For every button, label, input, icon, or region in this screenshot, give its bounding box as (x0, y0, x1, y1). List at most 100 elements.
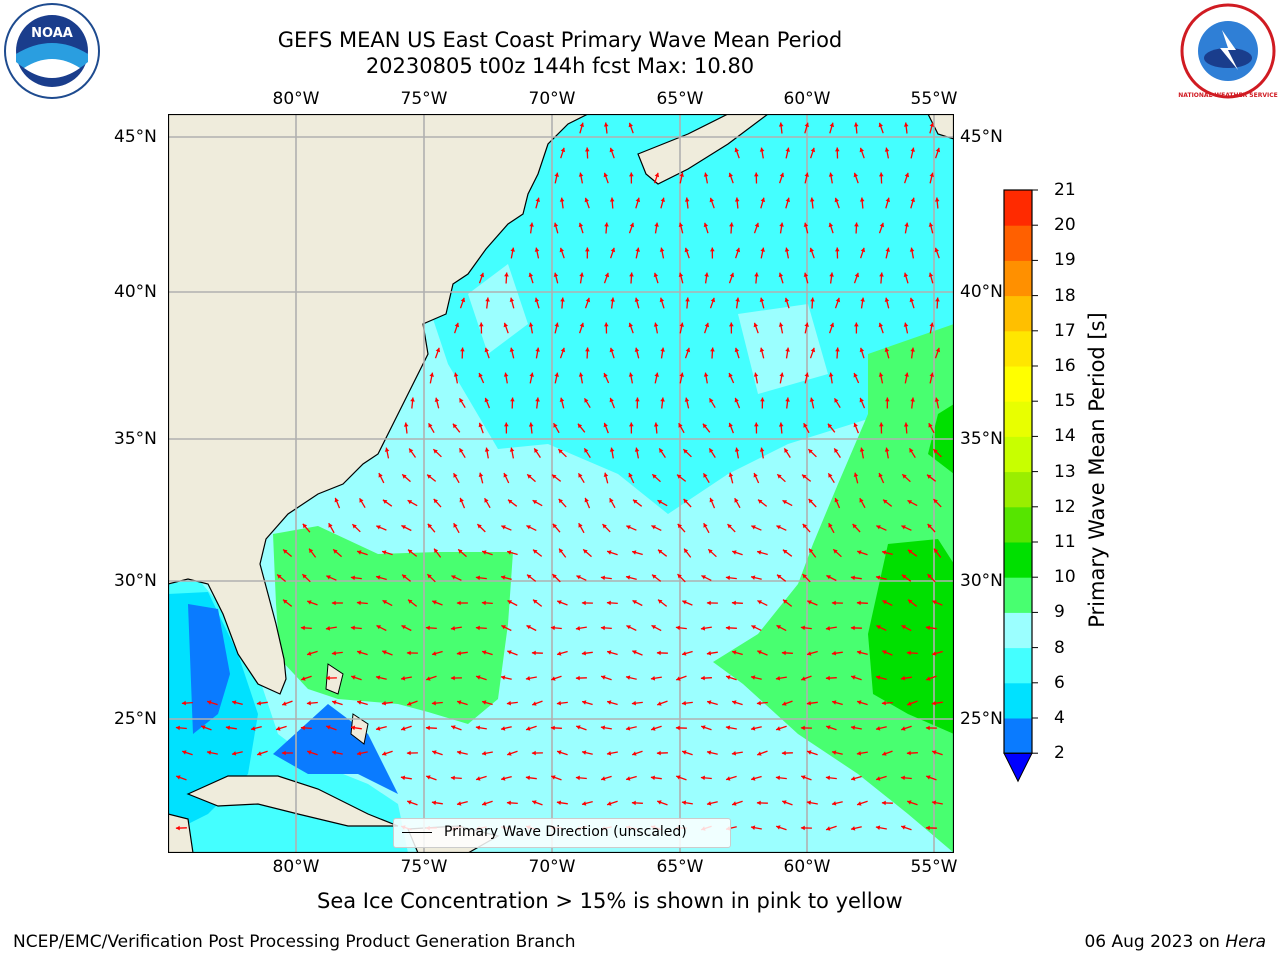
wave-arrow-head (900, 675, 906, 681)
wave-arrow-head (901, 525, 906, 530)
wave-arrow-head (476, 776, 481, 781)
wave-arrow-head (807, 651, 812, 656)
wave-arrow-head (704, 322, 710, 328)
wave-arrow-head (835, 297, 841, 303)
wave-arrow-head (257, 751, 262, 756)
wave-arrow-head (657, 701, 662, 706)
wave-arrow-head (809, 548, 814, 554)
wave-arrow-head (551, 676, 556, 681)
wave-arrow-head (453, 372, 459, 377)
wave-arrow-head (732, 801, 737, 806)
wave-arrow-head (609, 347, 615, 353)
wave-arrow-head (809, 247, 814, 253)
wave-arrow-head (884, 297, 890, 302)
wave-arrow-head (753, 473, 758, 478)
wave-arrow-head (731, 751, 737, 756)
noaa-logo-text: NOAA (31, 26, 73, 41)
wave-arrow-head (306, 700, 311, 706)
wave-arrow-head (632, 650, 637, 655)
wave-arrow-head (679, 172, 684, 177)
wave-arrow-head (603, 472, 609, 477)
wave-arrow-head (907, 701, 912, 706)
wave-arrow-head (933, 499, 938, 504)
colorbar-tick-label: 4 (1054, 708, 1065, 728)
wave-arrow-head (885, 397, 890, 402)
wave-arrow-head (657, 500, 662, 505)
wave-arrow-head (809, 397, 815, 402)
wave-arrow-head (876, 525, 881, 530)
wave-arrow-head (658, 549, 663, 554)
wave-arrow-head (809, 197, 815, 202)
wave-arrow-head (781, 750, 786, 756)
wave-arrow-head (529, 222, 534, 227)
wave-arrow-head (602, 524, 607, 529)
wave-arrow-head (704, 272, 709, 277)
wave-arrow-head (585, 297, 591, 303)
wave-arrow-head (832, 700, 837, 705)
colorbar-tick-label: 13 (1054, 461, 1076, 482)
map-frame (168, 114, 954, 853)
wave-arrow-head (501, 525, 506, 530)
wave-arrow-head (454, 322, 460, 328)
wave-arrow-head (609, 147, 614, 153)
wave-arrow-head (534, 448, 539, 453)
wave-arrow-head (709, 197, 714, 203)
wave-arrow-head (533, 599, 538, 604)
wave-arrow-head (426, 676, 431, 681)
wave-arrow-head (484, 347, 489, 353)
wave-arrow-head (700, 626, 706, 631)
wave-arrow-head (277, 574, 282, 579)
sea-ice-note: Sea Ice Concentration > 15% is shown in … (317, 889, 903, 913)
wave-arrow-head (810, 147, 816, 153)
wave-arrow-head (800, 625, 805, 631)
lat-label-right: 40°N (960, 282, 1003, 302)
wave-arrow-head (307, 750, 312, 755)
wave-arrow-head (910, 397, 915, 402)
wave-arrow-head (784, 448, 789, 453)
wave-arrow-head (300, 625, 305, 631)
wave-direction-arrows (175, 122, 943, 831)
wave-arrow-head (633, 499, 638, 504)
wave-arrow-head (629, 272, 634, 277)
wave-arrow-head (532, 800, 537, 805)
lat-label-left: 25°N (114, 709, 157, 729)
wave-arrow-head (401, 726, 406, 731)
wave-arrow-head (878, 473, 883, 478)
wave-arrow-head (884, 347, 890, 352)
wave-arrow-head (482, 801, 487, 806)
wave-arrow-head (909, 297, 915, 303)
wave-arrow-head (650, 676, 656, 681)
lon-label-top: 70°W (528, 89, 576, 109)
wave-arrow-head (475, 725, 481, 730)
wave-arrow-head (382, 650, 387, 655)
wave-arrow-head (528, 272, 534, 278)
wave-arrow-head (175, 725, 180, 731)
colorbar-tick-label: 19 (1054, 250, 1076, 271)
wave-arrow-head (302, 523, 308, 529)
wave-arrow-head (833, 549, 838, 554)
wave-arrow-head (382, 550, 387, 555)
wave-arrow-head (654, 372, 659, 377)
wave-arrow-head (482, 700, 487, 705)
wave-arrow-head (232, 700, 237, 705)
wave-arrow-head (653, 322, 659, 327)
wave-arrow-head (775, 775, 780, 781)
wave-arrow-head (825, 675, 830, 681)
wave-arrow-head (401, 625, 406, 630)
land-bahamas (325, 663, 344, 695)
wave-arrow-head (307, 651, 312, 656)
wave-arrow-head (832, 801, 837, 806)
wave-arrow-head (378, 473, 383, 478)
wave-arrow-head (726, 776, 731, 781)
wave-arrow-head (629, 172, 634, 177)
wave-arrow-head (656, 650, 661, 656)
lon-label-bottom: 55°W (910, 857, 958, 877)
wave-arrow-head (581, 600, 586, 606)
footer-credit: NCEP/EMC/Verification Post Processing Pr… (13, 932, 576, 952)
wave-arrow-head (935, 147, 941, 153)
colorbar-segment (1004, 647, 1032, 684)
wave-arrow-head (653, 272, 659, 278)
wave-arrow-head (576, 725, 581, 730)
wave-arrow-head (376, 625, 381, 630)
wave-arrow-head (409, 448, 414, 453)
